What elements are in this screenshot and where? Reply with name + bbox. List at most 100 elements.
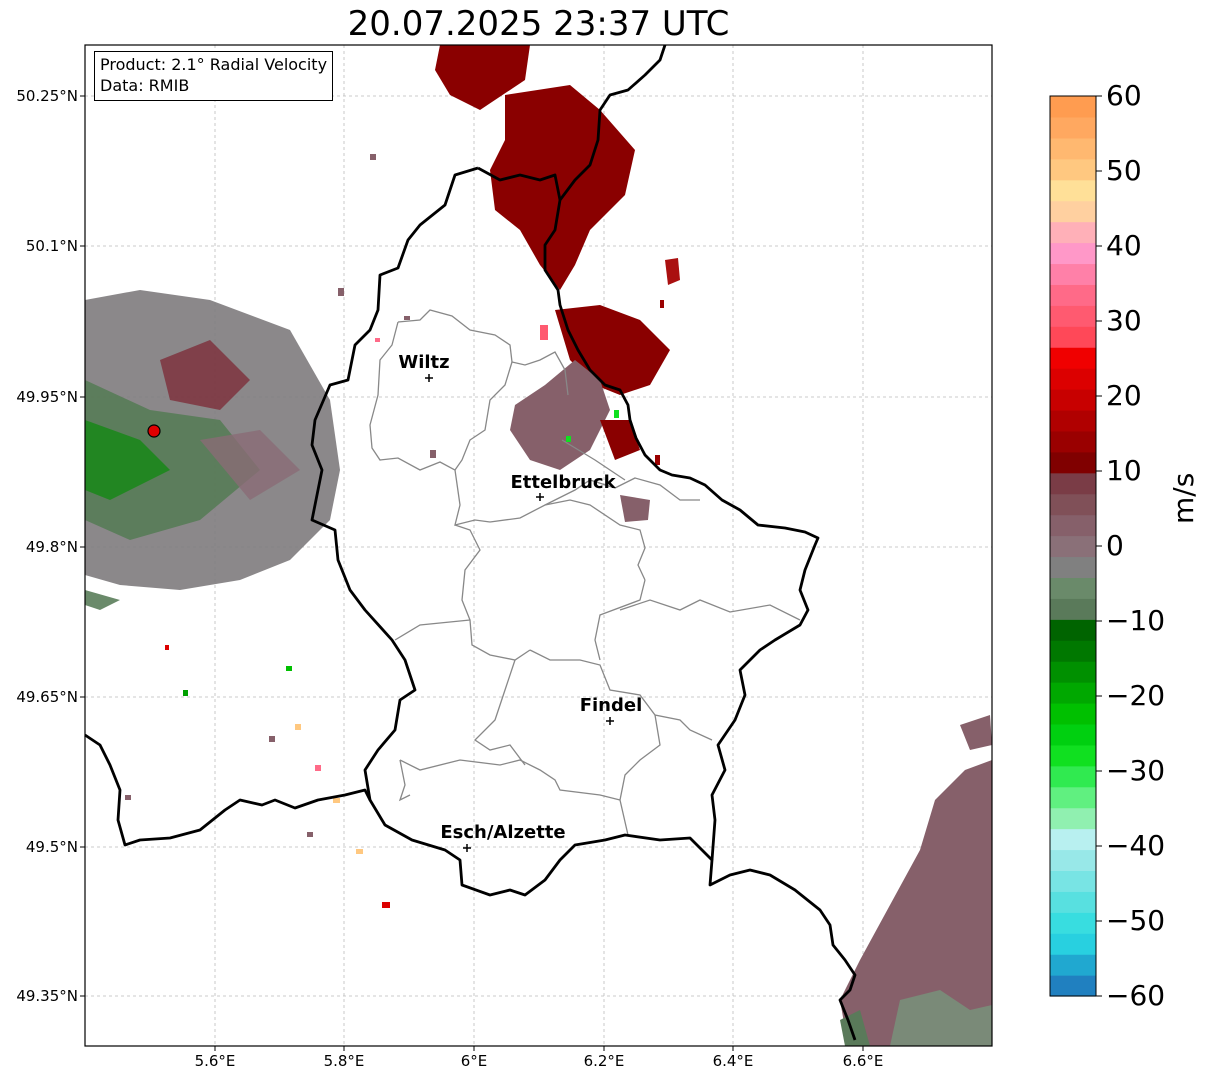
colorbar-cell: [1050, 807, 1096, 830]
colorbar-cell: [1050, 326, 1096, 348]
colorbar-tick-label: −30: [1106, 754, 1166, 787]
colorbar-cell: [1050, 702, 1096, 725]
colorbar-cell: [1050, 535, 1096, 558]
colorbar: [1050, 96, 1096, 997]
canton-borders: [369, 309, 801, 836]
echo-band-southeast: [840, 715, 992, 1046]
colorbar-tick-label: 60: [1106, 79, 1142, 112]
colorbar-cell: [1050, 200, 1096, 223]
colorbar-cell: [1050, 723, 1096, 746]
lon-tick-label: 6.2°E: [583, 1052, 625, 1070]
colorbar-cell: [1050, 242, 1096, 265]
colorbar-tick-label: −20: [1106, 679, 1166, 712]
colorbar-tick-label: −40: [1106, 829, 1166, 862]
city-marker-wiltz: [425, 374, 433, 382]
colorbar-tick-label: −50: [1106, 904, 1166, 937]
lat-tick-label: 49.35°N: [16, 987, 78, 1005]
colorbar-cell: [1050, 975, 1096, 997]
lat-tick-label: 49.65°N: [16, 688, 78, 706]
lon-tick-label: 5.6°E: [194, 1052, 236, 1070]
lon-tick-label: 6.6°E: [842, 1052, 884, 1070]
colorbar-cell: [1050, 116, 1096, 139]
lon-tick-label: 5.8°E: [323, 1052, 365, 1070]
country-borders: [84, 44, 857, 1041]
colorbar-cell: [1050, 828, 1096, 851]
colorbar-cell: [1050, 430, 1096, 453]
echo-cell-center: [510, 325, 650, 522]
colorbar-cell: [1050, 451, 1096, 474]
colorbar-cell: [1050, 389, 1096, 411]
colorbar-cell: [1050, 954, 1096, 976]
product-label: Product: 2.1° Radial Velocity: [100, 55, 328, 74]
radar-clutter-west: [85, 290, 340, 610]
radar-site-marker: [147, 424, 161, 438]
colorbar-cell: [1050, 514, 1096, 537]
colorbar-cell: [1050, 409, 1096, 432]
lat-tick-label: 50.25°N: [16, 87, 78, 105]
colorbar-cell: [1050, 577, 1096, 599]
city-labels: Wiltz Ettelbruck Findel Esch/Alzette: [398, 352, 642, 843]
data-source-label: Data: RMIB: [100, 76, 190, 95]
colorbar-cell: [1050, 368, 1096, 390]
colorbar-tick-label: −60: [1106, 979, 1166, 1012]
city-label-findel: Findel: [580, 695, 643, 716]
lat-tick-label: 49.5°N: [25, 838, 78, 856]
colorbar-cell: [1050, 556, 1096, 578]
colorbar-cell: [1050, 284, 1096, 306]
colorbar-cell: [1050, 849, 1096, 872]
colorbar-cell: [1050, 619, 1096, 641]
city-label-ettelbruck: Ettelbruck: [510, 472, 616, 493]
colorbar-cell: [1050, 96, 1096, 118]
colorbar-cell: [1050, 263, 1096, 285]
colorbar-cell: [1050, 221, 1096, 244]
lat-tick-label: 49.95°N: [16, 388, 78, 406]
colorbar-cell: [1050, 305, 1096, 327]
colorbar-ticks: [1096, 95, 1102, 997]
city-markers: [425, 374, 614, 852]
border-north-lux: [477, 166, 562, 201]
colorbar-cell: [1050, 158, 1096, 181]
colorbar-cell: [1050, 765, 1096, 788]
border-luxembourg-east: [543, 44, 820, 861]
lat-tick-label: 49.8°N: [25, 538, 78, 556]
lon-tick-label: 6.4°E: [712, 1052, 754, 1070]
lon-tick-label: 6°E: [460, 1052, 488, 1070]
city-marker-esch: [463, 844, 471, 852]
colorbar-cell: [1050, 347, 1096, 369]
colorbar-tick-label: 30: [1106, 304, 1142, 337]
colorbar-cell: [1050, 933, 1096, 955]
colorbar-tick-label: 0: [1106, 529, 1124, 562]
colorbar-cell: [1050, 870, 1096, 892]
colorbar-cell: [1050, 493, 1096, 516]
border-luxembourg: [310, 166, 857, 1041]
colorbar-cell: [1050, 786, 1096, 809]
colorbar-tick-label: 40: [1106, 229, 1142, 262]
colorbar-cell: [1050, 912, 1096, 934]
radar-echoes: [85, 45, 992, 1046]
map-frame: [84, 44, 993, 1047]
scattered-echoes: [125, 154, 664, 908]
colorbar-cell: [1050, 661, 1096, 683]
colorbar-cell: [1050, 891, 1096, 913]
colorbar-cell: [1050, 137, 1096, 160]
colorbar-tick-label: 50: [1106, 154, 1142, 187]
city-marker-ettelbruck: [536, 493, 544, 501]
product-info-box: Product: 2.1° Radial Velocity Data: RMIB: [94, 51, 334, 101]
colorbar-tick-label: 10: [1106, 454, 1142, 487]
colorbar-cell: [1050, 640, 1096, 662]
colorbar-tick-label: 20: [1106, 379, 1142, 412]
colorbar-cell: [1050, 179, 1096, 202]
colorbar-unit-label: m/s: [1167, 472, 1200, 524]
axis-ticks: [80, 95, 864, 1051]
city-label-wiltz: Wiltz: [398, 352, 449, 373]
colorbar-cell: [1050, 744, 1096, 767]
colorbar-tick-label: −10: [1106, 604, 1166, 637]
colorbar-cell: [1050, 682, 1096, 704]
colorbar-cell: [1050, 472, 1096, 495]
border-belgium-france: [84, 733, 372, 847]
city-label-esch: Esch/Alzette: [440, 822, 565, 843]
colorbar-cell: [1050, 598, 1096, 620]
city-marker-findel: [606, 717, 614, 725]
lat-tick-label: 50.1°N: [25, 237, 78, 255]
